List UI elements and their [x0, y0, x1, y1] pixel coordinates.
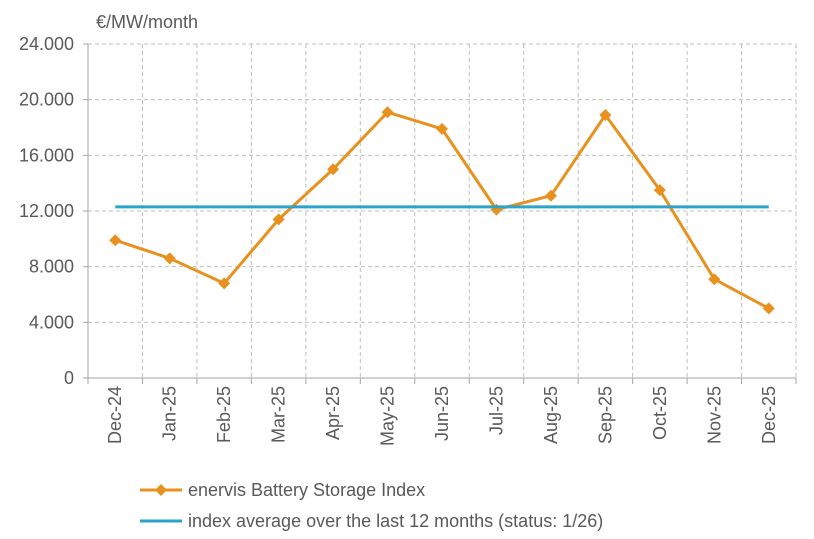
data-point-marker	[762, 302, 775, 315]
x-tick-label: Jun-25	[432, 386, 452, 441]
data-point-marker	[436, 122, 448, 135]
x-tick-label: Dec-25	[759, 386, 779, 444]
data-point-marker	[381, 106, 394, 119]
x-tick-label: Jul-25	[486, 386, 506, 435]
x-tick-label: Nov-25	[704, 386, 724, 444]
y-tick-label: 24.000	[19, 34, 74, 54]
data-point-marker	[109, 234, 122, 247]
data-point-marker	[544, 189, 557, 202]
data-point-marker	[653, 184, 666, 197]
x-tick-label: Aug-25	[541, 386, 561, 444]
x-tick-label: Sep-25	[595, 386, 615, 444]
data-point-marker	[708, 273, 721, 286]
legend-item-0: enervis Battery Storage Index	[140, 480, 425, 500]
series-line	[114, 110, 770, 310]
y-axis-unit-label: €/MW/month	[96, 12, 198, 32]
y-tick-label: 8.000	[29, 257, 74, 277]
series	[109, 106, 775, 315]
data-point-marker	[599, 108, 612, 121]
y-tick-label: 4.000	[29, 312, 74, 332]
y-tick-label: 0	[64, 368, 74, 388]
x-tick-label: Mar-25	[269, 386, 289, 443]
series-0	[109, 106, 775, 315]
legend: enervis Battery Storage Index index avera…	[140, 480, 603, 531]
gridlines	[88, 43, 797, 378]
x-tick-label: Dec-24	[105, 386, 125, 444]
data-point-marker	[272, 213, 285, 226]
x-tick-label: Feb-25	[214, 386, 234, 443]
y-tick-label: 16.000	[19, 145, 74, 165]
data-point-marker	[327, 163, 340, 176]
legend-label: index average over the last 12 months (s…	[188, 511, 603, 531]
data-point-marker	[218, 277, 231, 290]
data-point-marker	[163, 252, 176, 265]
axes	[83, 43, 797, 384]
y-tick-labels: 0 4.000 8.000 12.000 16.000 20.000 24.000	[19, 34, 74, 388]
legend-swatch-marker	[155, 484, 167, 496]
legend-label: enervis Battery Storage Index	[188, 480, 425, 500]
x-tick-label: Apr-25	[323, 386, 343, 440]
legend-item-1: index average over the last 12 months (s…	[140, 511, 603, 531]
x-tick-label: May-25	[378, 386, 398, 446]
x-tick-label: Oct-25	[650, 386, 670, 440]
y-tick-label: 12.000	[19, 201, 74, 221]
y-tick-label: 20.000	[19, 90, 74, 110]
x-tick-label: Jan-25	[160, 386, 180, 441]
x-tick-labels: Dec-24 Jan-25 Feb-25 Mar-25 Apr-25 May-25 Jun-…	[105, 386, 779, 446]
